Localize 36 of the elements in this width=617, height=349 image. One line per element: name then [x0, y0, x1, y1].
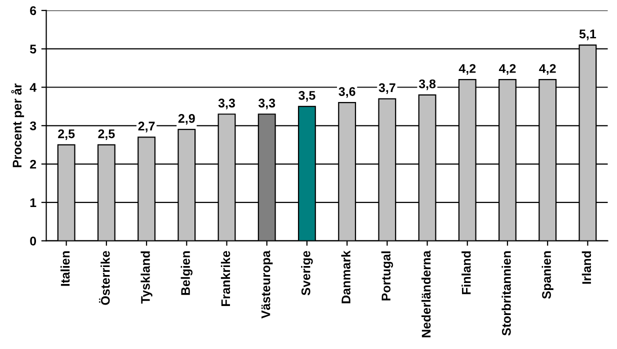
data-label: 2,5 [98, 129, 115, 140]
y-axis-title: Procent per år [11, 83, 24, 168]
y-tick-label: 3 [30, 121, 36, 130]
data-label: 3,7 [378, 83, 396, 94]
x-tick-label: Italien [60, 251, 70, 286]
x-tick-label: Sverige [301, 250, 313, 296]
x-tick-label: Spanien [542, 251, 554, 299]
data-label: 4,2 [498, 64, 516, 75]
data-label: 3,3 [218, 98, 235, 110]
y-tick-label: 6 [30, 6, 36, 16]
x-tick-label: Tyskland [140, 251, 152, 304]
x-tick-label: Belgien [180, 251, 192, 295]
x-tick-label: Österrike [98, 250, 110, 305]
data-label: 3,5 [298, 90, 316, 102]
x-tick-label: Storbritannien [502, 251, 511, 336]
data-label: 5,1 [579, 30, 596, 40]
x-tick-label: Nederländerna [421, 250, 431, 338]
y-tick-label: 0 [30, 236, 36, 246]
data-label: 3,8 [418, 79, 436, 90]
x-tick-label: Frankrike [220, 250, 230, 306]
x-tick-label: Danmark [341, 250, 350, 304]
x-tick-label: Irland [582, 251, 592, 284]
data-label: 2,7 [138, 122, 155, 132]
y-tick-label: 2 [30, 160, 36, 169]
y-tick-label: 4 [30, 83, 36, 92]
y-tick-label: 1 [30, 198, 36, 207]
data-label: 3,3 [258, 98, 276, 110]
y-tick-label: 5 [30, 44, 36, 54]
data-label: 3,6 [338, 87, 356, 98]
x-tick-label: Portugal [381, 251, 394, 300]
data-label: 4,2 [539, 64, 556, 75]
x-tick-label: Västeuropa [261, 250, 273, 319]
data-label: 4,2 [458, 64, 476, 75]
data-label: 2,9 [178, 114, 195, 125]
data-label: 2,5 [58, 129, 75, 140]
x-tick-label: Finland [462, 251, 471, 294]
